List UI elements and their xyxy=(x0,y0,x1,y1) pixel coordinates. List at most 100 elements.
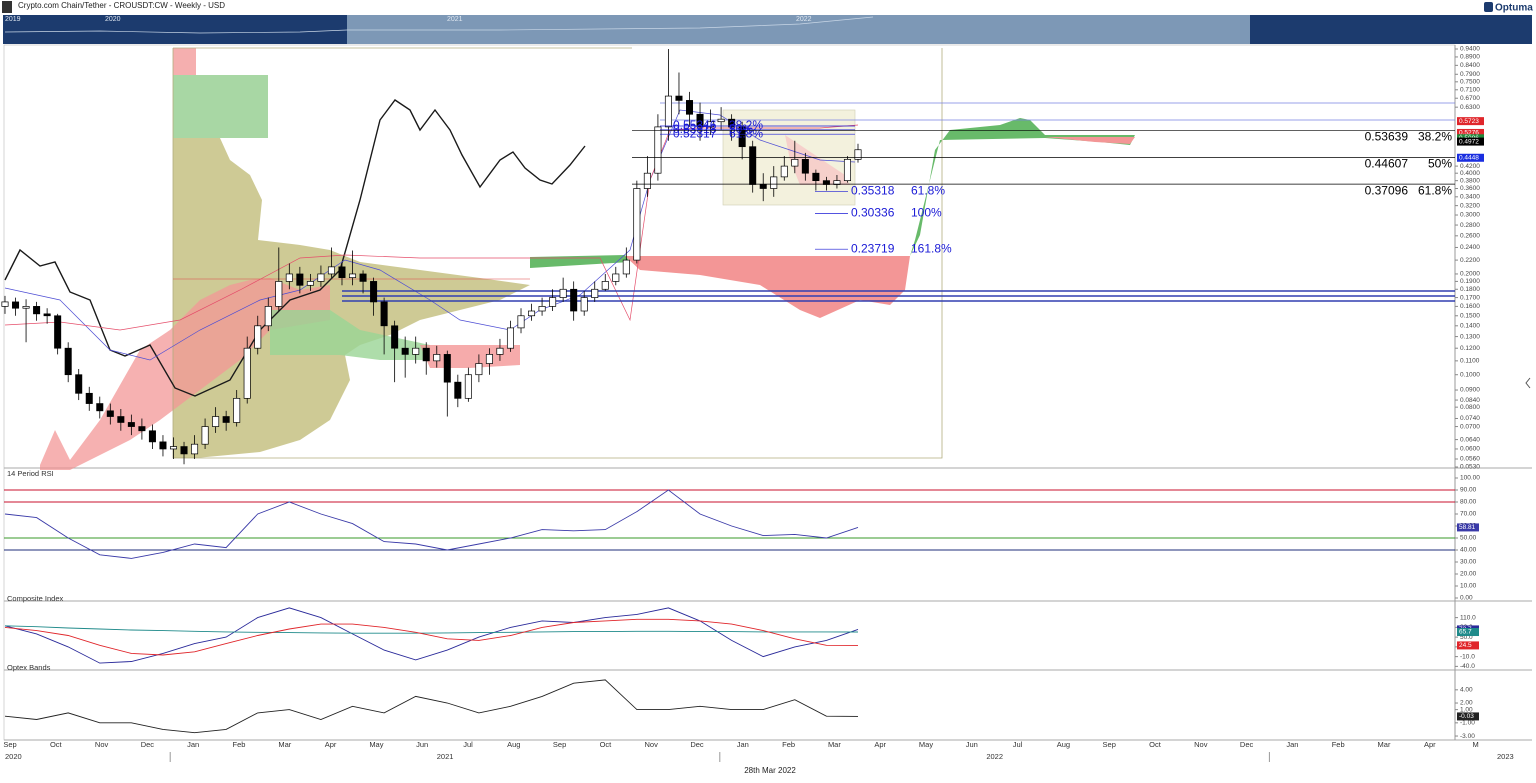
candle-body xyxy=(601,281,609,290)
y-tick-label: 110.0 xyxy=(1460,614,1476,621)
navigator-window[interactable] xyxy=(347,15,1250,44)
candle-body xyxy=(54,315,62,349)
y-tick-label: -3.00 xyxy=(1460,733,1475,740)
y-tick-label: 0.4200 xyxy=(1460,163,1480,170)
cloud xyxy=(530,255,630,268)
y-tick-label: 0.7900 xyxy=(1460,71,1480,78)
candle-body xyxy=(380,301,388,327)
value-tag xyxy=(1457,712,1479,721)
logo: Optuma xyxy=(1495,3,1533,14)
x-tick-label: Apr xyxy=(874,740,886,749)
candle-body xyxy=(822,180,830,185)
candle-body xyxy=(191,443,199,455)
x-tick-label: Mar xyxy=(278,740,291,749)
candle-body xyxy=(106,410,114,417)
value-tag-label: 58.81 xyxy=(1459,524,1476,531)
y-tick-label: 0.1600 xyxy=(1460,303,1480,310)
y-tick-label: 0.1300 xyxy=(1460,333,1480,340)
fib-price: 0.55346 xyxy=(673,118,717,132)
cloud xyxy=(625,256,910,318)
value-tag xyxy=(1457,641,1479,650)
price-tag-label: 0.5276 xyxy=(1459,130,1479,137)
y-tick-label: 4.00 xyxy=(1460,687,1473,694)
y-tick-label: 50.0 xyxy=(1460,634,1473,641)
y-tick-label: 0.4000 xyxy=(1460,170,1480,177)
fib-price: 0.53913 xyxy=(673,122,717,136)
app-icon[interactable] xyxy=(2,1,12,13)
y-tick-label: 70.00 xyxy=(1460,511,1477,518)
candle-body xyxy=(212,416,220,427)
series-line xyxy=(4,489,859,559)
y-tick-label: 0.00 xyxy=(1460,595,1473,602)
cursor-date: 28th Mar 2022 xyxy=(744,766,796,775)
y-tick-label: 0.6700 xyxy=(1460,95,1480,102)
fib-price: 0.35318 xyxy=(851,183,895,197)
candle-body xyxy=(233,397,241,423)
panel-title: Optex Bands xyxy=(7,663,51,672)
price-tag-label: 0.4972 xyxy=(1459,138,1479,145)
x-tick-label: Aug xyxy=(507,740,520,749)
fib-ratio: 100% xyxy=(911,206,942,220)
y-tick-label: 0.3400 xyxy=(1460,194,1480,201)
candle-body xyxy=(12,301,20,309)
fib-price: 0.23719 xyxy=(851,241,895,255)
x-tick-label: Sep xyxy=(1103,740,1116,749)
y-tick-label: 0.2400 xyxy=(1460,244,1480,251)
collapse-arrow[interactable] xyxy=(1525,377,1531,389)
fib-price: 0.53639 xyxy=(1365,130,1409,144)
candle-body xyxy=(412,347,420,355)
candle-body xyxy=(422,347,430,362)
x-tick-label: Mar xyxy=(1378,740,1391,749)
y-tick-label: 0.1700 xyxy=(1460,294,1480,301)
year-label: 2022 xyxy=(986,752,1003,761)
value-tag-label: -0.03 xyxy=(1459,713,1474,720)
candle-body xyxy=(401,347,409,355)
candle-body xyxy=(464,374,472,399)
y-tick-label: 0.0530 xyxy=(1460,464,1480,471)
candle-body xyxy=(591,288,599,298)
price-tag-label: 0.5723 xyxy=(1459,118,1479,125)
x-tick-label: Dec xyxy=(690,740,704,749)
y-tick-label: 0.8900 xyxy=(1460,54,1480,61)
candle-body xyxy=(485,354,493,364)
x-tick-label: Oct xyxy=(600,740,613,749)
y-tick-label: 0.2600 xyxy=(1460,233,1480,240)
y-tick-label: 0.9400 xyxy=(1460,46,1480,53)
candle-body xyxy=(317,273,325,282)
candle-body xyxy=(254,325,262,349)
y-tick-label: 0.7100 xyxy=(1460,87,1480,94)
candle-body xyxy=(127,422,135,427)
y-tick-label: -1.00 xyxy=(1460,720,1475,727)
candle-body xyxy=(117,416,125,423)
x-tick-label: Nov xyxy=(1194,740,1208,749)
candle-body xyxy=(664,95,672,128)
navigator-year: 2022 xyxy=(796,16,812,23)
navigator-year: 2020 xyxy=(105,16,121,23)
candle-body xyxy=(180,446,188,455)
candle-body xyxy=(812,172,820,182)
price-tag xyxy=(1457,128,1484,137)
y-tick-label: 0.0640 xyxy=(1460,436,1480,443)
candle-body xyxy=(643,172,651,189)
x-tick-label: M xyxy=(1472,740,1478,749)
candle-body xyxy=(443,354,451,383)
y-tick-label: 0.8400 xyxy=(1460,62,1480,69)
y-tick-label: 0.7500 xyxy=(1460,79,1480,86)
x-tick-label: Apr xyxy=(1424,740,1436,749)
profile-area xyxy=(173,138,530,458)
candle-body xyxy=(559,288,567,298)
fib-price: 0.44607 xyxy=(1365,157,1409,171)
candle-body xyxy=(517,315,525,329)
candle-body xyxy=(833,180,841,185)
candle-body xyxy=(570,288,578,312)
fib-price: 0.37096 xyxy=(1365,183,1409,197)
x-tick-label: Jan xyxy=(737,740,749,749)
x-tick-label: Jul xyxy=(463,740,473,749)
candle-body xyxy=(801,158,809,174)
fib-ratio: 61.8% xyxy=(911,183,945,197)
year-label: 2021 xyxy=(437,752,454,761)
series-line xyxy=(4,625,859,634)
x-tick-label: Oct xyxy=(50,740,63,749)
y-tick-label: 2.00 xyxy=(1460,700,1473,707)
